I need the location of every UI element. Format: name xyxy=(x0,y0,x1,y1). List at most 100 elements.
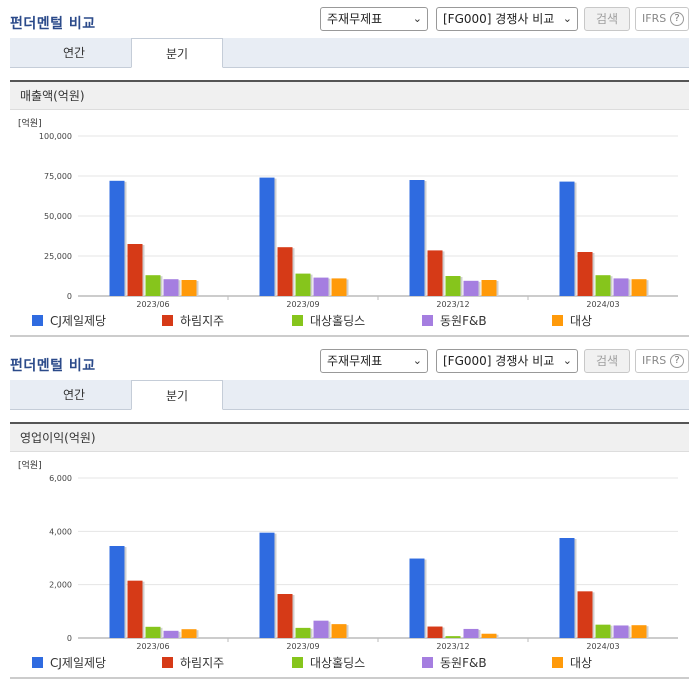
bar xyxy=(181,629,197,638)
bar xyxy=(259,177,275,296)
panel-title: 펀더멘털 비교 xyxy=(10,358,96,374)
bar xyxy=(613,278,629,296)
statement-type-value: 주재무제표 xyxy=(327,12,383,26)
legend-label: 하림지주 xyxy=(180,656,225,670)
y-tick-label: 25,000 xyxy=(44,252,72,261)
bar xyxy=(163,630,179,638)
legend-label: CJ제일제당 xyxy=(50,314,107,328)
bar xyxy=(295,273,311,296)
x-tick-label: 2023/12 xyxy=(436,642,469,650)
bar xyxy=(481,633,497,638)
bar xyxy=(595,624,611,638)
tab-quarterly[interactable]: 분기 xyxy=(131,380,223,410)
tab-annual[interactable]: 연간 xyxy=(62,46,86,60)
section-title: 영업이익(억원) xyxy=(10,422,689,452)
revenue-chart-svg: [억원] 0 25,000 50,000 75,000 100,000 2023/06 202… xyxy=(18,117,678,308)
question-icon: ? xyxy=(670,12,684,26)
legend-swatch xyxy=(552,657,563,668)
search-button[interactable]: 검색 xyxy=(584,7,630,31)
bar xyxy=(463,628,479,638)
bar xyxy=(145,275,161,296)
statement-type-select[interactable]: 주재무제표 ⌄ xyxy=(320,349,428,373)
bar xyxy=(613,625,629,638)
statement-type-select[interactable]: 주재무제표 ⌄ xyxy=(320,7,428,31)
y-tick-label: 75,000 xyxy=(44,172,72,181)
bar xyxy=(127,244,143,296)
bar xyxy=(481,280,497,296)
ifrs-help-button[interactable]: IFRS ? xyxy=(635,349,689,373)
legend-item[interactable]: 하림지주 xyxy=(162,311,224,331)
legend-label: 대상홀딩스 xyxy=(310,314,366,328)
legend-item[interactable]: 대상홀딩스 xyxy=(292,311,365,331)
y-tick-label: 50,000 xyxy=(44,212,72,221)
chevron-down-icon: ⌄ xyxy=(412,12,422,25)
legend-item[interactable]: 대상 xyxy=(552,653,592,673)
divider xyxy=(10,677,689,679)
unit-label: [억원] xyxy=(18,459,42,471)
bar xyxy=(631,625,647,638)
legend-label: 대상홀딩스 xyxy=(310,656,366,670)
peer-group-value: [FG000] 경쟁사 비교 xyxy=(443,354,555,368)
bar xyxy=(163,279,179,296)
peer-group-value: [FG000] 경쟁사 비교 xyxy=(443,12,555,26)
tab-annual[interactable]: 연간 xyxy=(62,388,86,402)
panel-header: 펀더멘털 비교 주재무제표 ⌄ [FG000] 경쟁사 비교 ⌄ 검색 IFRS… xyxy=(0,0,696,38)
legend-item[interactable]: 대상홀딩스 xyxy=(292,653,365,673)
chevron-down-icon: ⌄ xyxy=(562,354,572,367)
peer-group-select[interactable]: [FG000] 경쟁사 비교 ⌄ xyxy=(436,349,578,373)
legend-item[interactable]: 대상 xyxy=(552,311,592,331)
y-tick-label: 6,000 xyxy=(49,474,72,483)
section-title: 매출액(억원) xyxy=(10,80,689,110)
operating-profit-panel: 펀더멘털 비교 주재무제표 ⌄ [FG000] 경쟁사 비교 ⌄ 검색 IFRS… xyxy=(0,342,696,684)
bar xyxy=(577,252,593,296)
legend-swatch xyxy=(292,315,303,326)
peer-group-select[interactable]: [FG000] 경쟁사 비교 ⌄ xyxy=(436,7,578,31)
revenue-chart: [억원] 0 25,000 50,000 75,000 100,000 2023/06 202… xyxy=(10,114,689,308)
bar xyxy=(595,275,611,296)
x-tick-label: 2024/03 xyxy=(586,642,619,650)
y-tick-label: 100,000 xyxy=(39,132,72,141)
panel-title: 펀더멘털 비교 xyxy=(10,16,96,32)
legend-item[interactable]: 동원F&B xyxy=(422,311,487,331)
bar xyxy=(127,580,143,638)
legend-label: 대상 xyxy=(570,656,593,670)
tab-quarterly[interactable]: 분기 xyxy=(131,38,223,68)
legend-item[interactable]: 하림지주 xyxy=(162,653,224,673)
operating-profit-chart-svg: [억원] 0 2,000 4,000 6,000 2023/06 2023/09 2023/1… xyxy=(18,459,678,650)
legend-item[interactable]: 동원F&B xyxy=(422,653,487,673)
bar xyxy=(427,250,443,296)
legend-item[interactable]: CJ제일제당 xyxy=(32,653,106,673)
period-tabs: 연간 분기 xyxy=(10,38,689,68)
statement-type-value: 주재무제표 xyxy=(327,354,383,368)
y-tick-label: 0 xyxy=(67,292,72,301)
question-icon: ? xyxy=(670,354,684,368)
bar xyxy=(409,558,425,638)
bar xyxy=(181,280,197,296)
legend-item[interactable]: CJ제일제당 xyxy=(32,311,106,331)
bar xyxy=(109,180,125,296)
ifrs-help-button[interactable]: IFRS ? xyxy=(635,7,689,31)
legend-swatch xyxy=(422,315,433,326)
legend-swatch xyxy=(162,315,173,326)
legend-label: 하림지주 xyxy=(180,314,225,328)
x-tick-label: 2023/09 xyxy=(286,642,319,650)
y-tick-label: 2,000 xyxy=(49,581,72,590)
chevron-down-icon: ⌄ xyxy=(412,354,422,367)
x-tick-label: 2024/03 xyxy=(586,300,619,308)
bar xyxy=(427,626,443,638)
bar xyxy=(145,626,161,638)
y-tick-label: 0 xyxy=(67,634,72,643)
bar xyxy=(559,181,575,296)
search-button[interactable]: 검색 xyxy=(584,349,630,373)
x-tick-label: 2023/06 xyxy=(136,300,169,308)
chart-legend: CJ제일제당 하림지주 대상홀딩스 동원F&B 대상 xyxy=(10,311,689,331)
legend-label: 동원F&B xyxy=(440,656,487,670)
x-tick-label: 2023/09 xyxy=(286,300,319,308)
bar xyxy=(313,277,329,296)
bar xyxy=(577,591,593,638)
operating-profit-chart: [억원] 0 2,000 4,000 6,000 2023/06 2023/09 2023/1… xyxy=(10,456,689,650)
legend-swatch xyxy=(552,315,563,326)
bar xyxy=(445,636,461,638)
bar xyxy=(259,532,275,638)
bar xyxy=(277,594,293,638)
